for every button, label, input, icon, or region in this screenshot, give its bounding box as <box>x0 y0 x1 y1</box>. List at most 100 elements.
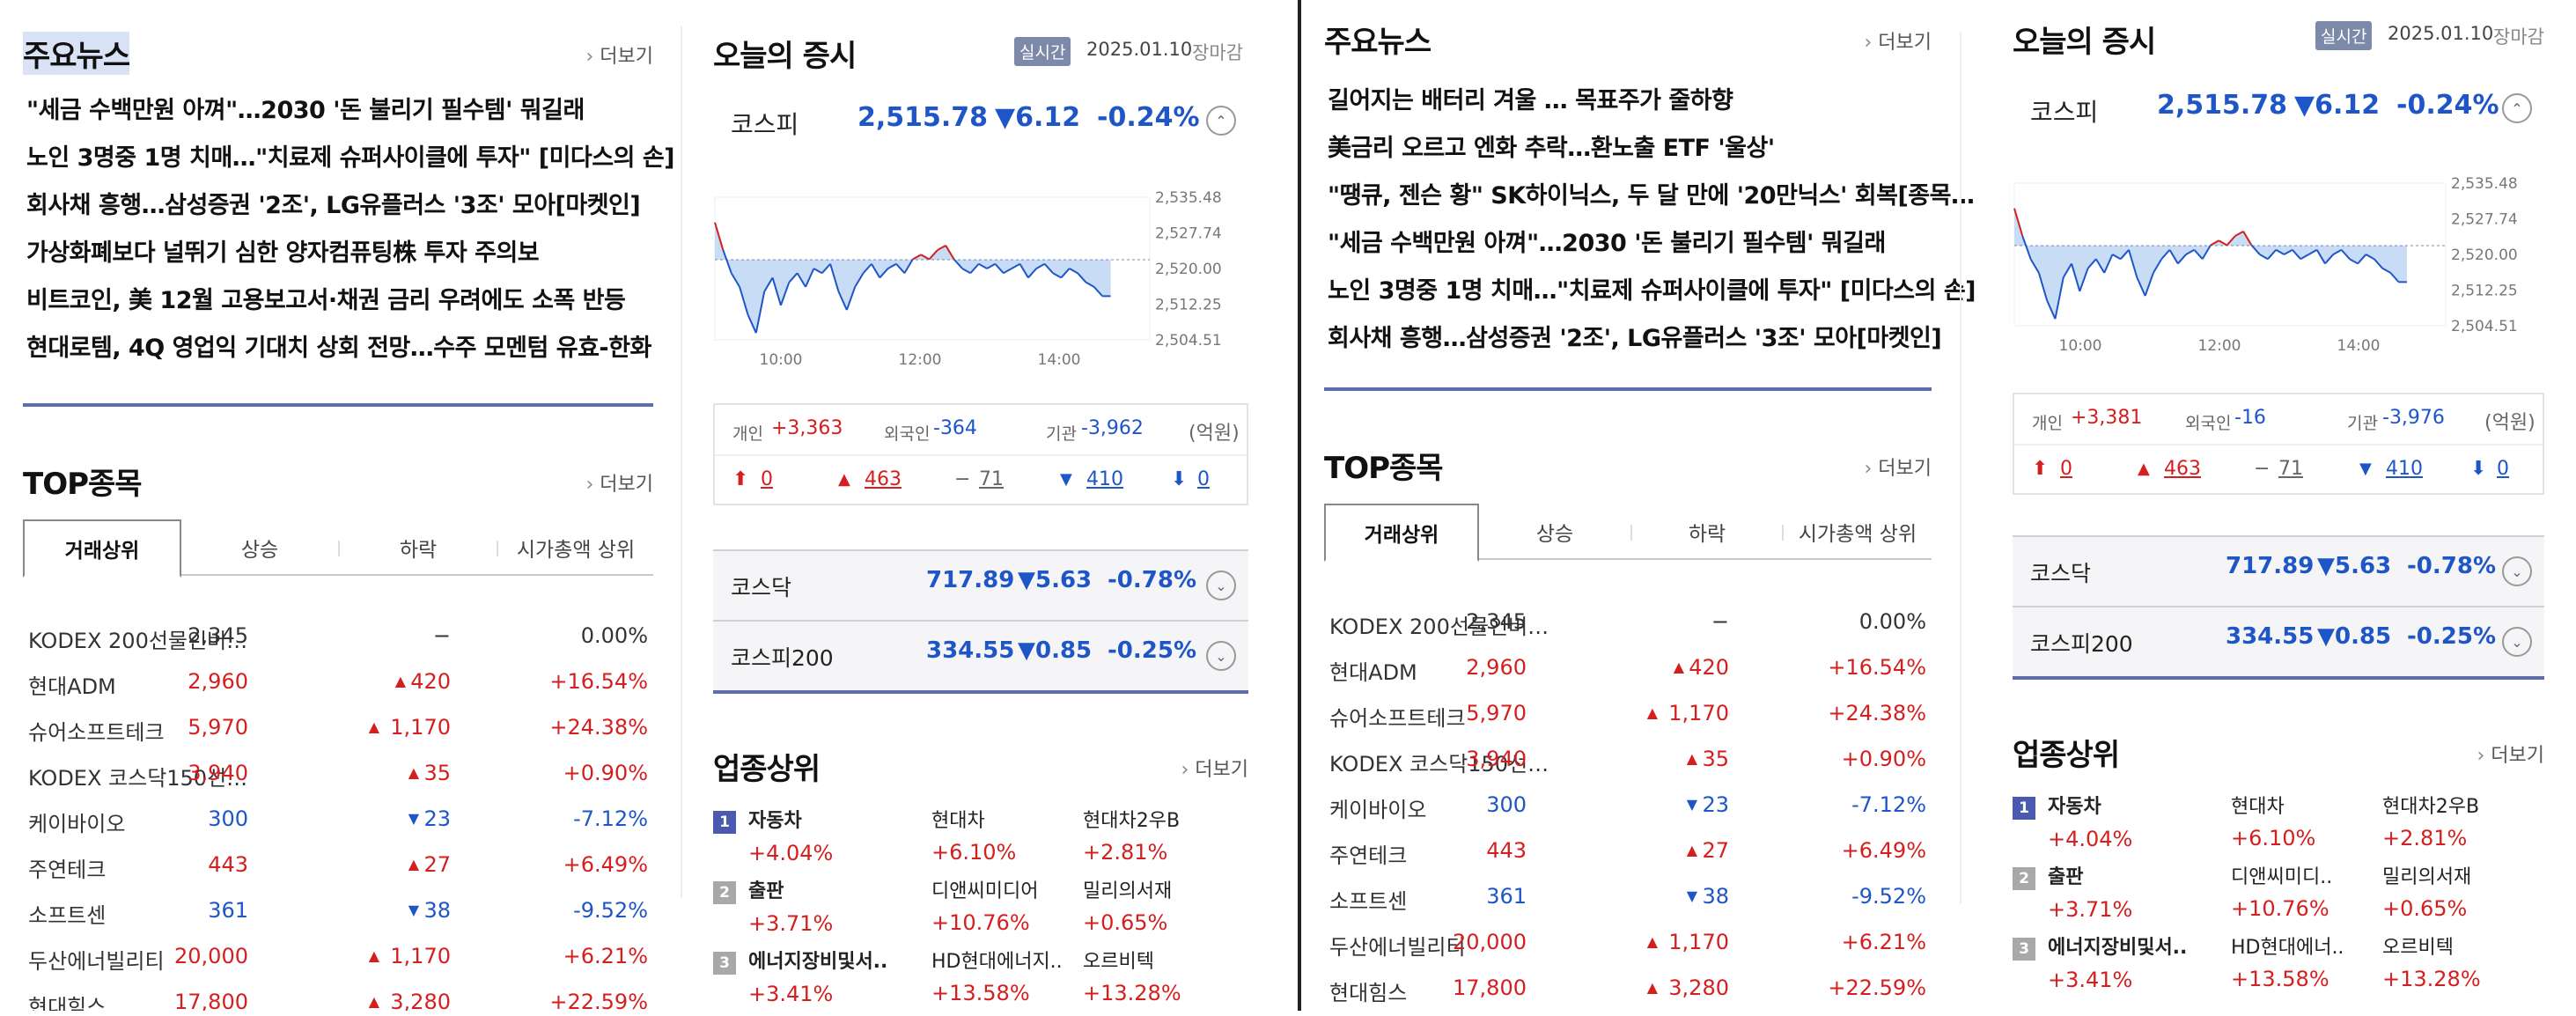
top-more-link[interactable]: 더보기 <box>1864 453 1932 481</box>
tab-volume[interactable]: 거래상위 <box>23 519 181 578</box>
table-row[interactable]: 케이바이오 300 23 -7.12% ▼ <box>23 796 653 842</box>
series-segment <box>887 262 897 269</box>
news-item[interactable]: 美금리 오르고 엔화 추락…환노출 ETF '울상' <box>1328 135 1775 162</box>
sector-stock[interactable]: HD현대에너.. +13.58% <box>2231 931 2344 991</box>
up-count[interactable]: 463 <box>2164 458 2201 480</box>
sector-stock[interactable]: 현대차 +6.10% <box>2231 791 2315 850</box>
expand-icon[interactable]: ⌄ <box>2502 556 2532 586</box>
kospi200-row[interactable]: 코스피200 334.55 ▼0.85 -0.25% ⌄ <box>713 622 1248 690</box>
market-title: 오늘의 증시 <box>713 39 857 74</box>
sector-stock[interactable]: 오르비텍 +13.28% <box>1083 946 1181 1005</box>
tab-rising[interactable]: 상승 <box>240 539 279 562</box>
lower-limit-count[interactable]: 0 <box>2497 458 2509 480</box>
sector-more-link[interactable]: 더보기 <box>1181 754 1248 782</box>
series-segment <box>2013 208 2024 237</box>
table-row[interactable]: 슈어소프트테크 5,970 1,170 +24.38% ▲ <box>23 704 653 750</box>
stock-price: 3,940 <box>1466 747 1527 771</box>
sector-stock-name: 현대차 <box>931 810 985 832</box>
news-item[interactable]: "세금 수백만원 아껴"…2030 '돈 불리기 필수템' 뭐길래 <box>1328 230 1886 257</box>
table-row[interactable]: 주연테크 443 27 +6.49% ▲ <box>23 842 653 887</box>
news-item[interactable]: 길어지는 배터리 겨울 … 목표주가 줄하향 <box>1328 87 1733 114</box>
tab-market-cap[interactable]: 시가총액 상위 <box>516 539 636 562</box>
tab-market-cap[interactable]: 시가총액 상위 <box>1798 523 1917 546</box>
kospi-row[interactable]: 코스피 2,515.78 ▼6.12 -0.24% ⌃ <box>713 86 1248 157</box>
sector-stock[interactable]: 디앤씨미디어 +10.76% <box>931 875 1038 935</box>
y-tick-label: 2,520.00 <box>2451 247 2518 264</box>
sector-item[interactable]: 3 에너지장비및서.. +3.41% <box>2013 931 2187 992</box>
table-row[interactable]: 소프트센 361 38 -9.52% ▼ <box>23 887 653 933</box>
institution-value: -3,962 <box>1081 417 1144 439</box>
table-row[interactable]: KODEX 200선물인버… 2,345 − 0.00% <box>1324 599 1932 644</box>
table-row[interactable]: 케이바이오 300 23 -7.12% ▼ <box>1324 782 1932 828</box>
tab-falling[interactable]: 하락 <box>399 539 438 562</box>
expand-icon[interactable]: ⌄ <box>2502 627 2532 657</box>
news-item[interactable]: 가상화폐보다 널뛰기 심한 양자컴퓨팅株 투자 주의보 <box>26 239 540 267</box>
news-item[interactable]: 회사채 흥행…삼성증권 '2조', LG유플러스 '3조' 모아[마켓인] <box>26 192 641 219</box>
collapse-icon[interactable]: ⌃ <box>1206 106 1236 136</box>
table-row[interactable]: 소프트센 361 38 -9.52% ▼ <box>1324 873 1932 919</box>
sector-stock[interactable]: HD현대에너지.. +13.58% <box>931 946 1063 1005</box>
sector-item[interactable]: 2 출판 +3.71% <box>713 875 833 936</box>
down-count[interactable]: 410 <box>1086 468 1123 490</box>
news-item[interactable]: 비트코인, 美 12월 고용보고서·채권 금리 우려에도 소폭 반등 <box>26 287 626 314</box>
kospi-row[interactable]: 코스피 2,515.78 ▼6.12 -0.24% ⌃ <box>2013 74 2544 144</box>
table-row[interactable]: 두산에너빌리티 20,000 1,170 +6.21% ▲ <box>1324 919 1932 965</box>
sector-stock[interactable]: 오르비텍 +13.28% <box>2382 931 2481 991</box>
flat-count[interactable]: 71 <box>979 468 1004 490</box>
news-item[interactable]: "땡큐, 젠슨 황" SK하이닉스, 두 달 만에 '20만닉스' 회복[종목… <box>1328 182 1975 210</box>
collapse-icon[interactable]: ⌃ <box>2502 93 2532 123</box>
up-count[interactable]: 463 <box>865 468 902 490</box>
sector-stock[interactable]: 디앤씨미디.. +10.76% <box>2231 861 2332 921</box>
table-row[interactable]: 현대힘스 17,800 3,280 +22.59% ▲ <box>1324 965 1932 1011</box>
series-segment <box>1085 281 1095 288</box>
sector-stock[interactable]: 현대차 +6.10% <box>931 805 1016 865</box>
sector-item[interactable]: 3 에너지장비및서.. +3.41% <box>713 946 887 1006</box>
table-row[interactable]: 현대ADM 2,960 420 +16.54% ▲ <box>1324 644 1932 690</box>
rank-badge: 3 <box>2013 938 2035 961</box>
table-row[interactable]: 두산에너빌리티 20,000 1,170 +6.21% ▲ <box>23 933 653 979</box>
sector-stock[interactable]: 밀리의서재 +0.65% <box>1083 875 1172 935</box>
sector-stock-name: 디앤씨미디.. <box>2231 866 2333 888</box>
table-row[interactable]: KODEX 코스닥150선… 3,940 35 +0.90% ▲ <box>23 750 653 796</box>
sector-stock[interactable]: 현대차2우B +2.81% <box>2382 791 2479 850</box>
stock-price: 300 <box>1486 792 1527 817</box>
sector-more-link[interactable]: 더보기 <box>2477 740 2544 768</box>
series-segment <box>969 263 980 274</box>
news-item[interactable]: 현대로템, 4Q 영업익 기대치 상회 전망…수주 모멘텀 유효-한화 <box>26 335 651 362</box>
news-item[interactable]: 노인 3명중 1명 치매…"치료제 슈퍼사이클에 투자" [미다스의 손] <box>1328 277 1976 305</box>
sector-stock[interactable]: 현대차2우B +2.81% <box>1083 805 1180 865</box>
tab-rising[interactable]: 상승 <box>1535 523 1574 546</box>
tab-falling[interactable]: 하락 <box>1688 523 1726 546</box>
sector-item[interactable]: 2 출판 +3.71% <box>2013 861 2132 922</box>
table-row[interactable]: 현대ADM 2,960 420 +16.54% ▲ <box>23 659 653 704</box>
tab-volume[interactable]: 거래상위 <box>1324 504 1479 562</box>
news-more-link[interactable]: 더보기 <box>1864 26 1932 55</box>
kosdaq-row[interactable]: 코스닥 717.89 ▼5.63 -0.78% ⌄ <box>2013 537 2544 606</box>
top-more-link[interactable]: 더보기 <box>585 468 653 497</box>
series-segment <box>739 286 749 315</box>
sector-item[interactable]: 1 자동차 +4.04% <box>713 805 833 865</box>
expand-icon[interactable]: ⌄ <box>1206 571 1236 600</box>
expand-icon[interactable]: ⌄ <box>1206 641 1236 671</box>
sector-stock[interactable]: 밀리의서재 +0.65% <box>2382 861 2471 921</box>
rank-badge: 1 <box>2013 797 2035 820</box>
kosdaq-row[interactable]: 코스닥 717.89 ▼5.63 -0.78% ⌄ <box>713 551 1248 620</box>
kospi200-row[interactable]: 코스피200 334.55 ▼0.85 -0.25% ⌄ <box>2013 607 2544 676</box>
table-row[interactable]: KODEX 코스닥150선… 3,940 35 +0.90% ▲ <box>1324 736 1932 782</box>
table-row[interactable]: 주연테크 443 27 +6.49% ▲ <box>1324 828 1932 873</box>
news-item[interactable]: 노인 3명중 1명 치매…"치료제 슈퍼사이클에 투자" [미다스의 손] <box>26 144 675 172</box>
table-row[interactable]: 현대힘스 17,800 3,280 +22.59% ▲ <box>23 979 653 1011</box>
news-item[interactable]: "세금 수백만원 아껴"…2030 '돈 불리기 필수템' 뭐길래 <box>26 97 585 124</box>
lower-limit-count[interactable]: 0 <box>1197 468 1210 490</box>
upper-limit-count[interactable]: 0 <box>2060 458 2072 480</box>
sector-item[interactable]: 1 자동차 +4.04% <box>2013 791 2132 851</box>
upper-limit-count[interactable]: 0 <box>761 468 773 490</box>
table-row[interactable]: KODEX 200선물인버… 2,345 − 0.00% <box>23 613 653 659</box>
news-item[interactable]: 회사채 흥행…삼성증권 '2조', LG유플러스 '3조' 모아[마켓인] <box>1328 325 1942 352</box>
sector-name: 자동차 <box>2048 796 2101 818</box>
news-more-link[interactable]: 더보기 <box>585 40 653 69</box>
table-row[interactable]: 슈어소프트테크 5,970 1,170 +24.38% ▲ <box>1324 690 1932 736</box>
down-count[interactable]: 410 <box>2386 458 2423 480</box>
flat-count[interactable]: 71 <box>2278 458 2303 480</box>
news-title: 주요뉴스 <box>23 32 130 75</box>
